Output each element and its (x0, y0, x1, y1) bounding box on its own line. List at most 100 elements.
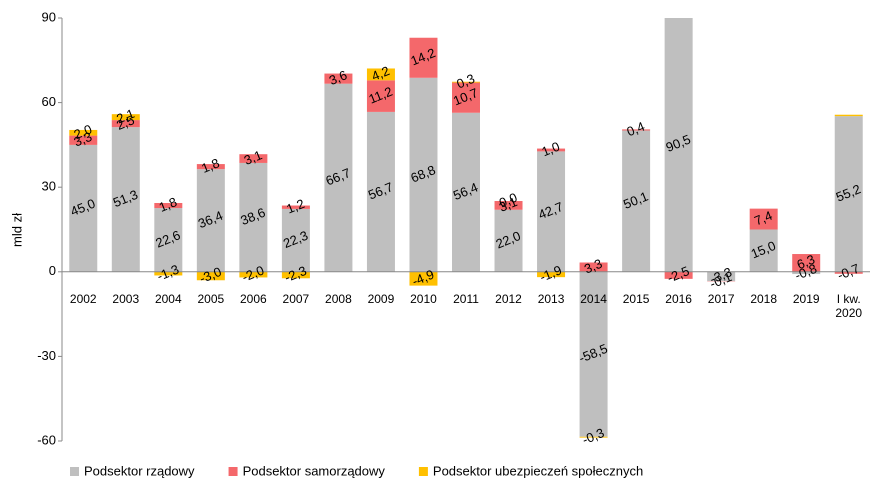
bar-segment (622, 129, 651, 131)
bar-segment (111, 114, 140, 121)
legend-swatch (418, 467, 428, 476)
bar-segment (366, 111, 395, 272)
value-label: 1,8 (157, 194, 179, 215)
bar-segment (749, 208, 778, 230)
value-label: 3,3 (72, 129, 94, 150)
x-tick-label: 2018 (750, 291, 778, 306)
x-tick-label: 2015 (622, 291, 650, 306)
bar-segment (537, 148, 566, 152)
x-tick-label: 2019 (792, 291, 820, 306)
bar-segment (324, 83, 353, 272)
bar-segment (196, 169, 225, 272)
bar-segment (111, 120, 140, 128)
x-tick-label: 2007 (282, 291, 310, 306)
bar-segment (834, 271, 863, 274)
bar-segment (69, 129, 98, 136)
bar-segment (579, 262, 608, 272)
x-tick-label: 2017 (707, 291, 735, 306)
bar-segment (792, 254, 821, 272)
value-label: 6,3 (795, 252, 817, 273)
bar-segment (537, 151, 566, 272)
x-tick-label: 2006 (240, 291, 267, 306)
y-tick-label: -60 (37, 432, 56, 447)
value-label: 2,5 (114, 112, 136, 133)
x-tick-label: 2004 (154, 291, 182, 306)
bar-segment (622, 130, 651, 272)
bar-segment (239, 271, 268, 278)
bar-segment (664, 18, 693, 272)
value-label: 1,2 (284, 196, 306, 217)
bar-segment (281, 271, 310, 279)
value-label: 2,0 (72, 121, 94, 142)
bar-segment (69, 144, 98, 272)
bar-segment (664, 271, 693, 279)
bar-segment (239, 154, 268, 163)
bar-segment (281, 205, 310, 209)
bar-segment (324, 73, 353, 84)
legend-label: Podsektor rządowy (84, 463, 195, 478)
x-tick-label: 2016 (665, 291, 692, 306)
legend-swatch (228, 467, 238, 476)
bar-segment (834, 116, 863, 272)
value-label: 2,1 (114, 106, 136, 127)
y-tick-label: -30 (37, 348, 56, 363)
value-label: 1,0 (539, 139, 561, 160)
x-tick-label: 2009 (367, 291, 395, 306)
bar-segment (452, 81, 480, 83)
bar-segment (409, 37, 438, 78)
bar-segment (409, 77, 438, 272)
y-tick-label: 30 (42, 179, 56, 194)
x-tick-label: I kw. 2020 (835, 291, 863, 320)
value-label: 0,3 (454, 71, 476, 92)
bar-segment (154, 271, 183, 276)
bar-segment (707, 271, 736, 282)
x-tick-label: 2003 (112, 291, 140, 306)
y-tick-label: 60 (42, 94, 56, 109)
legend-label: Podsektor ubezpieczeń społecznych (433, 463, 643, 478)
bar-segment (196, 271, 225, 281)
bar-segment (111, 127, 140, 272)
y-axis-label: mld zł (9, 213, 24, 247)
bar-segment (537, 271, 566, 278)
bar-segment (579, 436, 608, 438)
legend-swatch (70, 467, 79, 476)
value-label: 7,4 (752, 208, 774, 229)
x-tick-label: 2012 (495, 291, 522, 306)
bar-segment (452, 82, 480, 113)
value-label: 3,6 (327, 67, 349, 88)
x-tick-label: 2005 (197, 291, 225, 306)
bar-segment (196, 164, 225, 170)
bar-segment (494, 209, 523, 272)
value-label: 1,8 (199, 155, 221, 176)
value-label: 3,1 (242, 147, 264, 168)
bar-segment (834, 114, 863, 117)
y-tick-label: 0 (49, 263, 56, 278)
bar-segment (749, 229, 778, 272)
x-tick-label: 2014 (580, 291, 607, 306)
bar-segment (366, 80, 395, 112)
x-tick-label: 2002 (69, 291, 97, 306)
value-label: 4,2 (369, 63, 391, 84)
bar-segment (494, 201, 523, 210)
y-tick-label: 90 (42, 9, 56, 24)
bar-segment (409, 271, 438, 286)
bar-segment (69, 135, 98, 145)
bar-segment (366, 68, 395, 81)
x-tick-label: 2010 (410, 291, 437, 306)
bar-segment (154, 202, 183, 209)
bar-segment (792, 271, 821, 275)
value-label: 3,3 (582, 256, 604, 277)
x-tick-label: 2013 (537, 291, 565, 306)
value-label: 0,4 (625, 119, 647, 140)
bar-segment (239, 162, 268, 272)
bar-segment (452, 112, 480, 272)
bar-segment (154, 208, 183, 272)
x-tick-label: 2008 (325, 291, 352, 306)
x-tick-label: 2011 (453, 291, 479, 306)
bar-segment (281, 208, 310, 272)
legend-label: Podsektor samorządowy (243, 463, 386, 478)
value-label: 3,1 (497, 194, 519, 215)
bar-segment (579, 271, 608, 437)
